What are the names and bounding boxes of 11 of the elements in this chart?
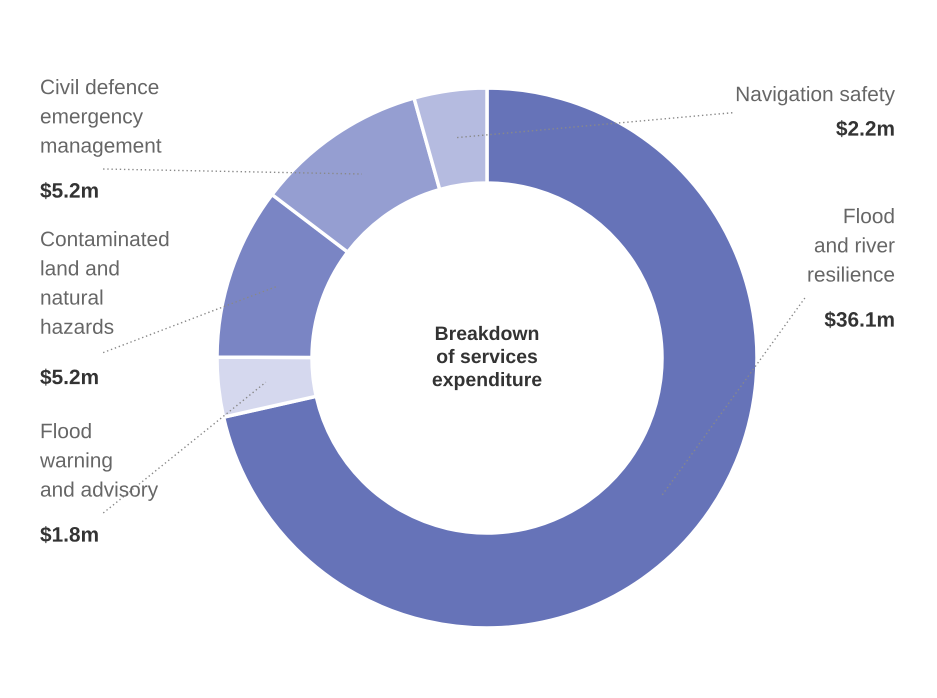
data-label: $5.2m [40, 182, 98, 200]
text: Breakdown of services expenditure [432, 326, 542, 390]
data-label: $36.1m [824, 311, 894, 328]
slice-label: Flood and river resilience [808, 208, 895, 282]
data-label: $1.8m [40, 526, 98, 544]
slice-label: Flood warning and advisory [40, 423, 158, 501]
slice-label: Civil defence emergency management [40, 79, 162, 157]
data-label: $2.2m [836, 120, 894, 138]
data-label: $5.2m [40, 368, 98, 386]
slice-label: Contaminated land and natural hazards [41, 231, 168, 334]
slice-label: Navigation safety [736, 86, 895, 106]
